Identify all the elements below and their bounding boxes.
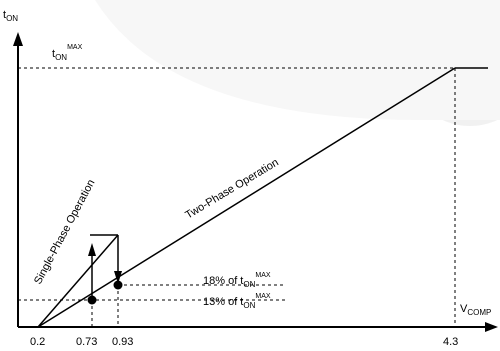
lower-threshold-label: 13% of tONMAX [203,293,271,310]
max-level-label: tONMAX [52,44,83,62]
x-tick-label: 0.93 [112,336,133,348]
upper-transition-point [113,280,123,290]
two-phase-line [37,67,456,328]
upper-threshold-label: 18% of tONMAX [203,272,271,289]
y-axis-label: tON [3,9,18,23]
single-phase-line [37,234,119,328]
x-axis-label: VCOMP [460,303,491,317]
down-arrow-head [114,271,122,284]
up-arrow-head [88,243,96,256]
x-tick-label: 0.73 [76,336,97,348]
lower-transition-point [87,295,97,305]
x-tick-label: 4.3 [443,336,458,348]
x-axis-arrow [485,322,498,332]
two-phase-label: Two-Phase Operation [183,156,280,221]
y-axis-arrow [13,32,23,46]
x-tick-label: 0.2 [30,336,45,348]
watermark-logo [95,0,500,126]
